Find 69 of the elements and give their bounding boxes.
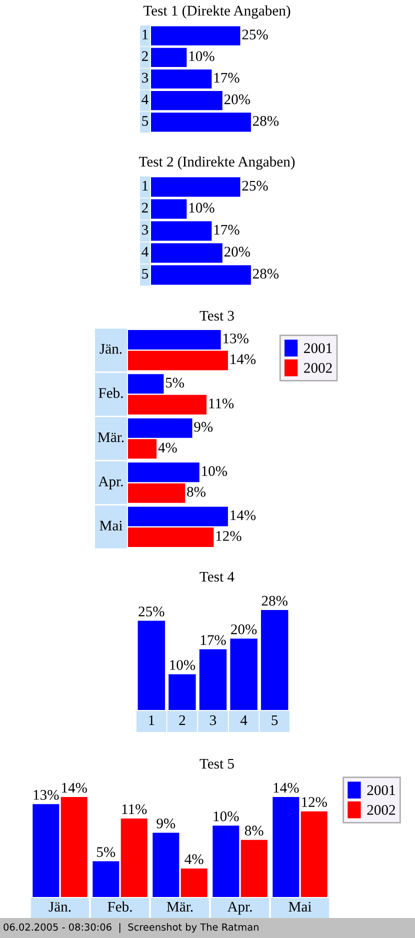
y-tick-label: 5 [142, 116, 148, 126]
chart-title: Test 1 (Direkte Angaben) [143, 5, 290, 19]
x-tick-label: Mär. [166, 902, 193, 912]
y-tick-label: 3 [142, 224, 148, 235]
y-tick-label: Feb. [98, 388, 123, 398]
data-label: 11% [209, 398, 234, 408]
data-label: 28% [252, 116, 279, 126]
y-tick-label: 4 [142, 94, 148, 104]
x-tick-label: 5 [272, 715, 278, 726]
data-label: 14% [230, 354, 256, 364]
data-label: 17% [214, 72, 240, 83]
data-label: 17% [200, 635, 226, 646]
data-label: 5% [166, 378, 184, 388]
y-tick-label: 3 [142, 72, 148, 83]
data-label: 25% [138, 606, 164, 616]
data-label: 20% [231, 624, 257, 634]
data-label: 17% [214, 224, 240, 235]
data-label: 10% [214, 811, 239, 822]
y-tick-label: 1 [142, 180, 148, 191]
data-label: 14% [274, 782, 299, 793]
y-tick-label: 4 [142, 246, 148, 257]
data-label: 13% [34, 790, 59, 800]
data-label: 9% [156, 818, 176, 828]
chart-title: Test 3 [200, 310, 234, 321]
y-tick-label: 1 [142, 30, 148, 40]
y-tick-label: 2 [142, 202, 148, 213]
y-tick-label: Jän. [100, 344, 122, 354]
legend-label: 2001 [367, 785, 395, 796]
x-tick-label: Jän. [48, 902, 71, 912]
x-tick-label: Feb. [108, 901, 132, 912]
chart-title: Test 5 [200, 758, 234, 769]
legend-label: 2001 [304, 343, 332, 354]
data-label: 10% [202, 466, 228, 476]
x-tick-label: 2 [179, 715, 186, 726]
legend-label: 2002 [304, 363, 332, 373]
data-label: 11% [122, 804, 147, 814]
data-label: 12% [302, 797, 327, 808]
data-label: 20% [224, 246, 250, 257]
data-label: 25% [242, 180, 268, 191]
legend-label: 2002 [367, 805, 395, 815]
data-label: 4% [158, 442, 177, 453]
y-tick-label: 2 [142, 51, 148, 61]
chart-title: Test 4 [200, 572, 234, 582]
chart-title: Test 2 (Indirekte Angaben) [139, 156, 295, 170]
data-label: 10% [189, 51, 214, 62]
data-label: 14% [230, 510, 256, 520]
data-label: 28% [262, 596, 288, 606]
y-tick-label: Mär. [98, 432, 124, 442]
data-label: 20% [224, 94, 250, 104]
data-label: 28% [252, 268, 279, 279]
x-tick-label: 3 [210, 715, 216, 726]
data-label: 12% [216, 531, 242, 541]
x-tick-label: Mai [288, 902, 312, 912]
y-tick-label: Apr. [98, 476, 123, 490]
data-label: 10% [170, 660, 196, 670]
data-label: 8% [244, 826, 264, 836]
x-tick-label: 4 [240, 715, 248, 726]
text: 06.02.2005 - 08:30:06 | Screenshot by The Ratman [4, 923, 258, 933]
y-tick-label: 5 [142, 268, 148, 279]
y-tick-label: Mai [100, 520, 122, 531]
data-label: 14% [62, 782, 87, 793]
data-label: 5% [97, 847, 116, 857]
data-label: 25% [242, 30, 268, 40]
x-tick-label: Apr. [227, 902, 252, 915]
data-label: 10% [189, 202, 214, 213]
data-label: 8% [187, 486, 206, 497]
data-label: 4% [184, 854, 204, 864]
data-label: 9% [194, 422, 213, 432]
data-label: 13% [223, 334, 248, 344]
